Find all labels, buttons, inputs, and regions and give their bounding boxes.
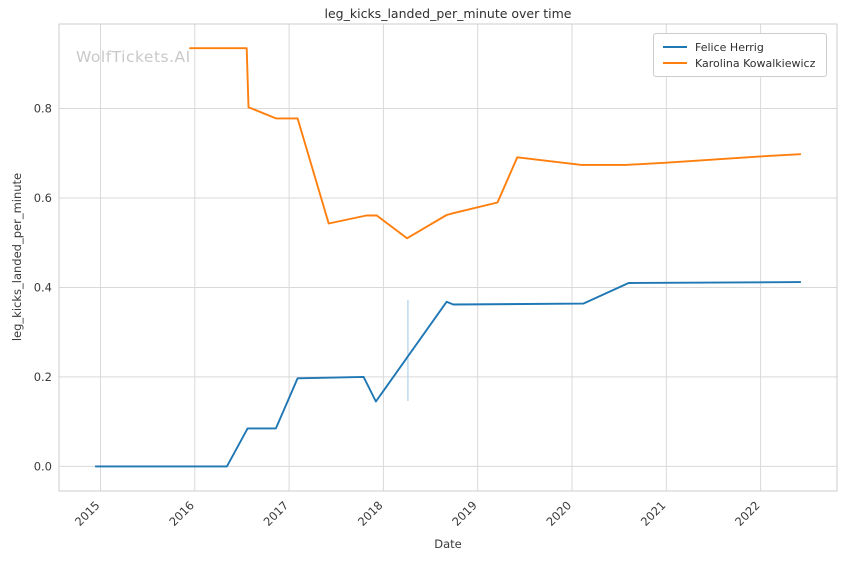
chart-title: leg_kicks_landed_per_minute over time (324, 6, 572, 21)
legend-label-felice-herrig: Felice Herrig (695, 40, 764, 54)
y-axis-label: leg_kicks_landed_per_minute (10, 172, 24, 342)
x-tick-label-2021: 2021 (638, 498, 669, 529)
x-tick-label-2022: 2022 (732, 498, 763, 529)
x-tick-label-2015: 2015 (72, 498, 103, 529)
x-tick-label-2020: 2020 (544, 498, 575, 529)
y-tick-label-0-2: 0.2 (34, 370, 52, 384)
series-line-karolina-kowalkiewicz (189, 47, 802, 240)
legend-line-swatch-karolina-kowalkiewicz (663, 62, 687, 64)
legend-item-felice-herrig: Felice Herrig (663, 39, 816, 55)
y-tick-label-0-8: 0.8 (34, 102, 52, 116)
y-tick-label-0-0: 0.0 (34, 459, 52, 473)
x-tick-label-2016: 2016 (166, 498, 197, 529)
x-tick-label-2018: 2018 (355, 498, 386, 529)
y-tick-label-0-4: 0.4 (34, 280, 52, 294)
x-tick-label-2019: 2019 (449, 498, 480, 529)
legend-label-karolina-kowalkiewicz: Karolina Kowalkiewicz (695, 56, 816, 70)
series-line-felice-herrig (94, 281, 802, 468)
plot-border (58, 23, 838, 492)
x-axis-label: Date (434, 537, 462, 551)
y-tick-label-0-6: 0.6 (34, 191, 52, 205)
watermark-text: WolfTickets.AI (76, 48, 191, 66)
legend-item-karolina-kowalkiewicz: Karolina Kowalkiewicz (663, 55, 816, 71)
legend: Felice Herrig Karolina Kowalkiewicz (653, 33, 827, 77)
legend-line-swatch-felice-herrig (663, 46, 687, 48)
x-tick-label-2017: 2017 (261, 498, 292, 529)
